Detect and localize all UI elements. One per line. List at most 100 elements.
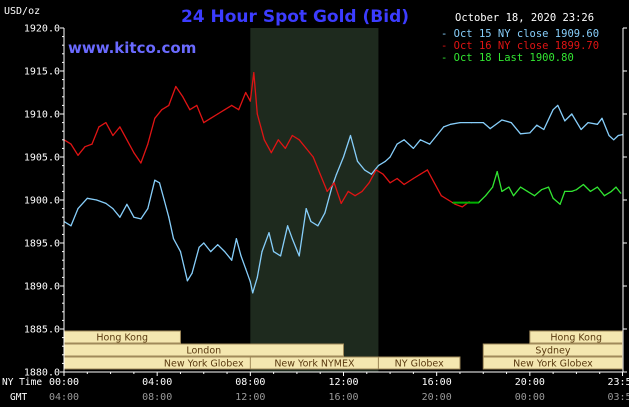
data-point <box>252 292 254 294</box>
series-layer <box>63 72 624 294</box>
data-point <box>175 85 177 88</box>
data-point <box>231 259 233 261</box>
data-point <box>596 186 599 188</box>
data-point <box>557 104 559 106</box>
series-oct16 <box>63 72 470 208</box>
data-point <box>133 152 135 154</box>
data-point <box>363 169 366 171</box>
data-point <box>196 104 198 106</box>
data-point <box>119 126 121 128</box>
data-point <box>489 128 491 130</box>
data-point <box>270 152 272 154</box>
x-tick-label-gmt: 03:59 <box>607 392 629 403</box>
session-bar: Sydney <box>482 343 624 357</box>
data-point <box>112 134 114 137</box>
data-point <box>182 96 184 98</box>
data-point <box>419 139 421 141</box>
data-point <box>501 190 503 192</box>
data-point <box>287 225 289 227</box>
data-point <box>84 146 86 148</box>
session-label: Hong Kong <box>550 333 602 344</box>
data-point <box>575 189 578 191</box>
data-point <box>589 190 592 192</box>
data-point <box>540 189 543 191</box>
data-point <box>368 182 370 184</box>
y-tick-label: 1880.0 <box>24 368 60 379</box>
data-point <box>298 139 300 141</box>
data-point <box>412 147 414 149</box>
y-tick-label: 1895.0 <box>24 239 60 250</box>
data-point <box>440 195 442 197</box>
session-bar: New York Globex <box>482 356 624 370</box>
data-point <box>224 251 226 253</box>
data-point <box>256 276 258 278</box>
data-point <box>615 186 617 188</box>
legend-text: Oct 16 NY close 1899.70 <box>454 40 599 52</box>
data-point <box>203 122 205 124</box>
legend-dash: - <box>441 40 454 52</box>
x-tick-label-gmt: 16:00 <box>328 392 358 403</box>
x-tick-label-ny: 08:00 <box>235 377 265 388</box>
data-point <box>482 122 484 124</box>
data-point <box>140 162 142 164</box>
data-point <box>443 126 445 128</box>
data-point <box>284 147 286 149</box>
x-tick-label-ny: 00:00 <box>49 377 79 388</box>
legend-entry-oct16: - Oct 16 NY close 1899.70 <box>441 40 599 52</box>
data-point <box>529 132 531 134</box>
x-tick-label-ny: 20:00 <box>515 377 545 388</box>
x-tick-label-gmt: 20:00 <box>422 392 452 403</box>
data-point <box>354 195 356 197</box>
data-point <box>277 139 279 141</box>
data-point <box>571 113 573 115</box>
data-point <box>519 133 522 135</box>
axis-ticks: 1920.0 1915.0 1910.0 1905.0 1900.0 1895.0 1890… <box>24 24 629 404</box>
data-point <box>552 197 554 199</box>
data-point <box>492 186 494 188</box>
data-point <box>596 123 599 125</box>
data-point <box>253 72 255 74</box>
data-point <box>224 109 226 111</box>
data-point <box>335 173 338 175</box>
data-point <box>210 251 212 253</box>
data-point <box>291 238 293 240</box>
data-point <box>189 109 191 111</box>
x-tick-label-ny: 04:00 <box>142 377 172 388</box>
data-point <box>461 206 463 208</box>
y-tick-label: 1910.0 <box>24 110 60 121</box>
data-point <box>347 190 349 192</box>
legend-text: Oct 18 Last 1900.80 <box>454 52 574 64</box>
data-point <box>179 251 182 253</box>
data-point <box>396 177 398 180</box>
session-label: New York Globex <box>164 359 244 370</box>
data-point <box>356 160 359 162</box>
data-point <box>601 117 603 119</box>
data-point <box>240 255 242 257</box>
legend-text: Oct 15 NY close 1909.60 <box>454 28 599 40</box>
data-point <box>370 173 372 175</box>
data-point <box>154 117 156 119</box>
y-tick-label: 1900.0 <box>24 196 60 207</box>
data-point <box>543 128 545 131</box>
x-tick-label-ny: 23:59 <box>607 377 629 388</box>
nymex-session-shade <box>250 28 379 372</box>
data-point <box>403 183 405 186</box>
data-point <box>119 216 121 218</box>
y-tick-label: 1885.0 <box>24 325 60 336</box>
data-point <box>98 126 100 128</box>
data-point <box>375 169 377 171</box>
session-bar-rect <box>377 356 461 370</box>
data-point <box>608 134 610 137</box>
data-point <box>273 251 275 253</box>
data-point <box>552 109 554 111</box>
data-point <box>158 182 161 184</box>
data-point <box>77 154 79 156</box>
data-point <box>426 169 428 171</box>
chart-legend: - Oct 15 NY close 1909.60 - Oct 16 NY cl… <box>441 28 599 64</box>
data-point <box>433 182 435 184</box>
data-point <box>231 104 233 106</box>
x-tick-label-ny: 16:00 <box>422 377 452 388</box>
data-point <box>564 190 566 192</box>
data-point <box>526 190 529 192</box>
data-point <box>485 195 487 197</box>
